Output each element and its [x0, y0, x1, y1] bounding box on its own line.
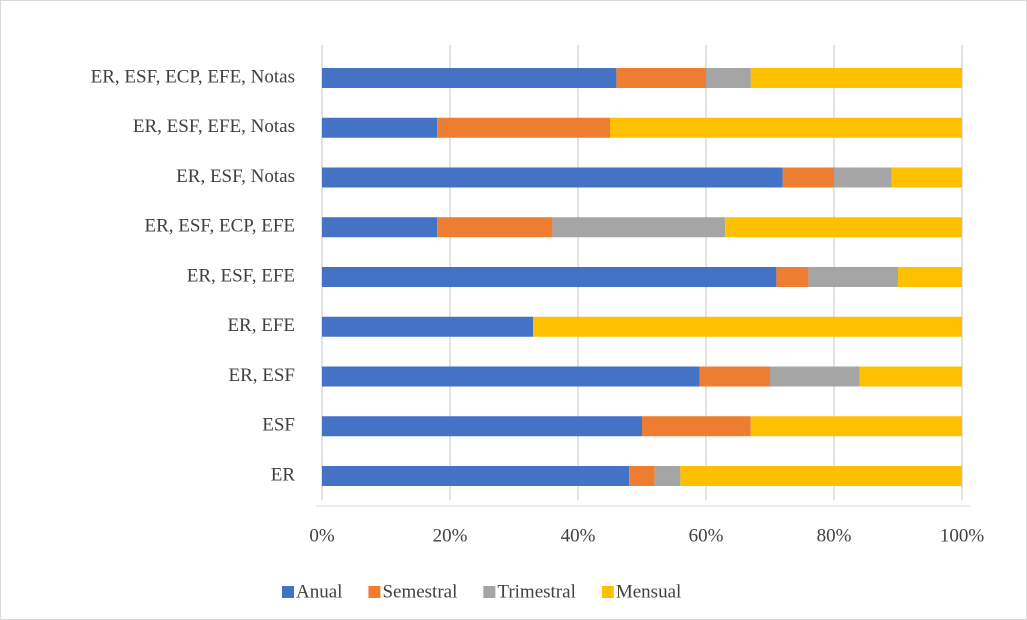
x-tick-label: 40%: [561, 525, 596, 546]
legend-label: Trimestral: [497, 581, 575, 602]
x-tick-label: 80%: [817, 525, 852, 546]
bar-segment: [680, 466, 962, 486]
bar-segment: [322, 416, 642, 437]
y-tick-label: ER, ESF: [228, 365, 295, 386]
bar-segment: [322, 466, 630, 486]
y-tick-label: ER, EFE: [227, 315, 295, 336]
legend-swatch: [601, 586, 614, 598]
bar-segment: [552, 217, 726, 238]
bar-segment: [891, 167, 962, 188]
bar-segment: [610, 117, 962, 138]
y-tick-label: ER, ESF, ECP, EFE, Notas: [91, 66, 295, 87]
x-tick-label: 0%: [309, 525, 335, 546]
bar-segment: [725, 217, 962, 238]
bar-segment: [859, 366, 962, 387]
bar-segment: [616, 68, 706, 88]
bar-segment: [654, 466, 681, 486]
bar-segment: [642, 416, 751, 437]
bar-segment: [699, 366, 770, 387]
bar-segment: [808, 267, 898, 287]
bar-segment: [706, 68, 751, 88]
legend-swatch: [282, 586, 294, 598]
legend-label: Mensual: [616, 581, 681, 602]
bar-segment: [834, 167, 892, 188]
bar-segment: [770, 366, 860, 387]
bar-segment: [782, 167, 834, 188]
legend-swatch: [483, 586, 496, 598]
bar-segment: [898, 267, 962, 287]
x-tick-label: 60%: [689, 525, 724, 546]
bar-segment: [322, 217, 438, 238]
legend-label: Semestral: [382, 581, 457, 602]
bar-segment: [322, 267, 777, 287]
y-tick-label: ER: [271, 464, 296, 485]
bar-segment: [322, 117, 438, 138]
bar-segment: [750, 68, 962, 88]
y-tick-label: ER, ESF, Notas: [176, 166, 295, 187]
bar-segment: [322, 167, 783, 188]
legend-swatch: [368, 586, 381, 598]
legend-label: Anual: [296, 581, 342, 602]
bar-segment: [750, 416, 962, 437]
bar-segment: [322, 68, 617, 88]
x-tick-label: 100%: [940, 525, 985, 546]
bar-segment: [322, 366, 700, 387]
bar-segment: [629, 466, 655, 486]
x-tick-label: 20%: [433, 525, 468, 546]
y-tick-label: ER, ESF, EFE, Notas: [133, 116, 295, 137]
bar-segment: [437, 217, 553, 238]
y-tick-label: ESF: [262, 415, 295, 436]
y-tick-label: ER, ESF, EFE: [187, 265, 295, 286]
bar-segment: [533, 316, 962, 337]
bar-segment: [437, 117, 610, 138]
y-tick-label: ER, ESF, ECP, EFE: [144, 216, 295, 237]
bar-segment: [776, 267, 809, 287]
bar-segment: [322, 316, 534, 337]
